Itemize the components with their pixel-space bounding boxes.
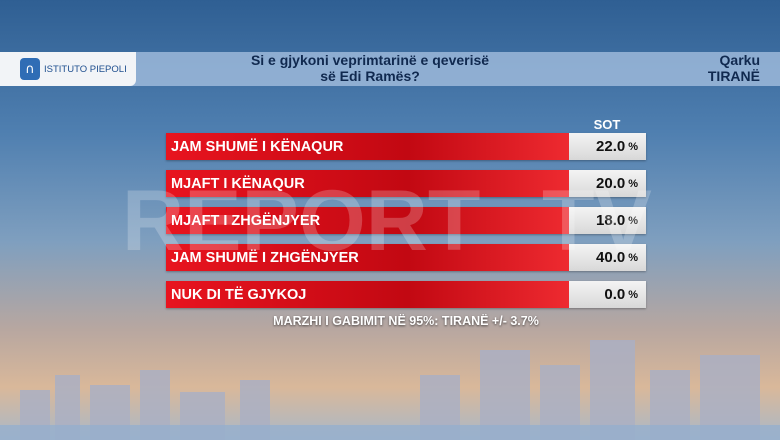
value-number: 0.0 <box>604 286 626 303</box>
row-value: 20.0% <box>569 170 646 197</box>
row-label: JAM SHUMË I KËNAQUR <box>166 133 569 160</box>
value-number: 20.0 <box>596 175 626 192</box>
row-value: 40.0% <box>569 244 646 271</box>
value-unit: % <box>628 177 638 190</box>
row-value: 18.0% <box>569 207 646 234</box>
poll-row: MJAFT I KËNAQUR 20.0% <box>166 170 646 197</box>
poll-question: Si e gjykoni veprimtarinë e qeverisë së … <box>200 52 540 84</box>
logo-text: ISTITUTO PIEPOLI <box>44 63 127 75</box>
margin-of-error-note: MARZHI I GABIMIT NË 95%: TIRANË +/- 3.7% <box>273 314 539 328</box>
value-unit: % <box>628 251 638 264</box>
poll-row: JAM SHUMË I ZHGËNJYER 40.0% <box>166 244 646 271</box>
row-value: 0.0% <box>569 281 646 308</box>
city-skyline-background <box>0 340 780 440</box>
poll-row: MJAFT I ZHGËNJYER 18.0% <box>166 207 646 234</box>
region-line-1: Qarku <box>719 52 760 68</box>
poll-row: JAM SHUMË I KËNAQUR 22.0% <box>166 133 646 160</box>
row-label: MJAFT I ZHGËNJYER <box>166 207 569 234</box>
row-label: NUK DI TË GJYKOJ <box>166 281 569 308</box>
value-unit: % <box>628 140 638 153</box>
region-line-2: TIRANË <box>707 68 760 84</box>
row-value: 22.0% <box>569 133 646 160</box>
value-number: 40.0 <box>596 249 626 266</box>
value-unit: % <box>628 214 638 227</box>
title-line-2: së Edi Ramës? <box>320 68 420 84</box>
value-number: 18.0 <box>596 212 626 229</box>
logo: ∩ ISTITUTO PIEPOLI <box>0 52 136 86</box>
piepoli-logo-icon: ∩ <box>20 58 40 80</box>
poll-row: NUK DI TË GJYKOJ 0.0% <box>166 281 646 308</box>
value-number: 22.0 <box>596 138 626 155</box>
column-header: SOT <box>593 117 621 132</box>
region-label: Qarku TIRANË <box>708 52 760 84</box>
title-line-1: Si e gjykoni veprimtarinë e qeverisë <box>250 52 490 68</box>
row-label: MJAFT I KËNAQUR <box>166 170 569 197</box>
row-label: JAM SHUMË I ZHGËNJYER <box>166 244 569 271</box>
value-unit: % <box>628 288 638 301</box>
